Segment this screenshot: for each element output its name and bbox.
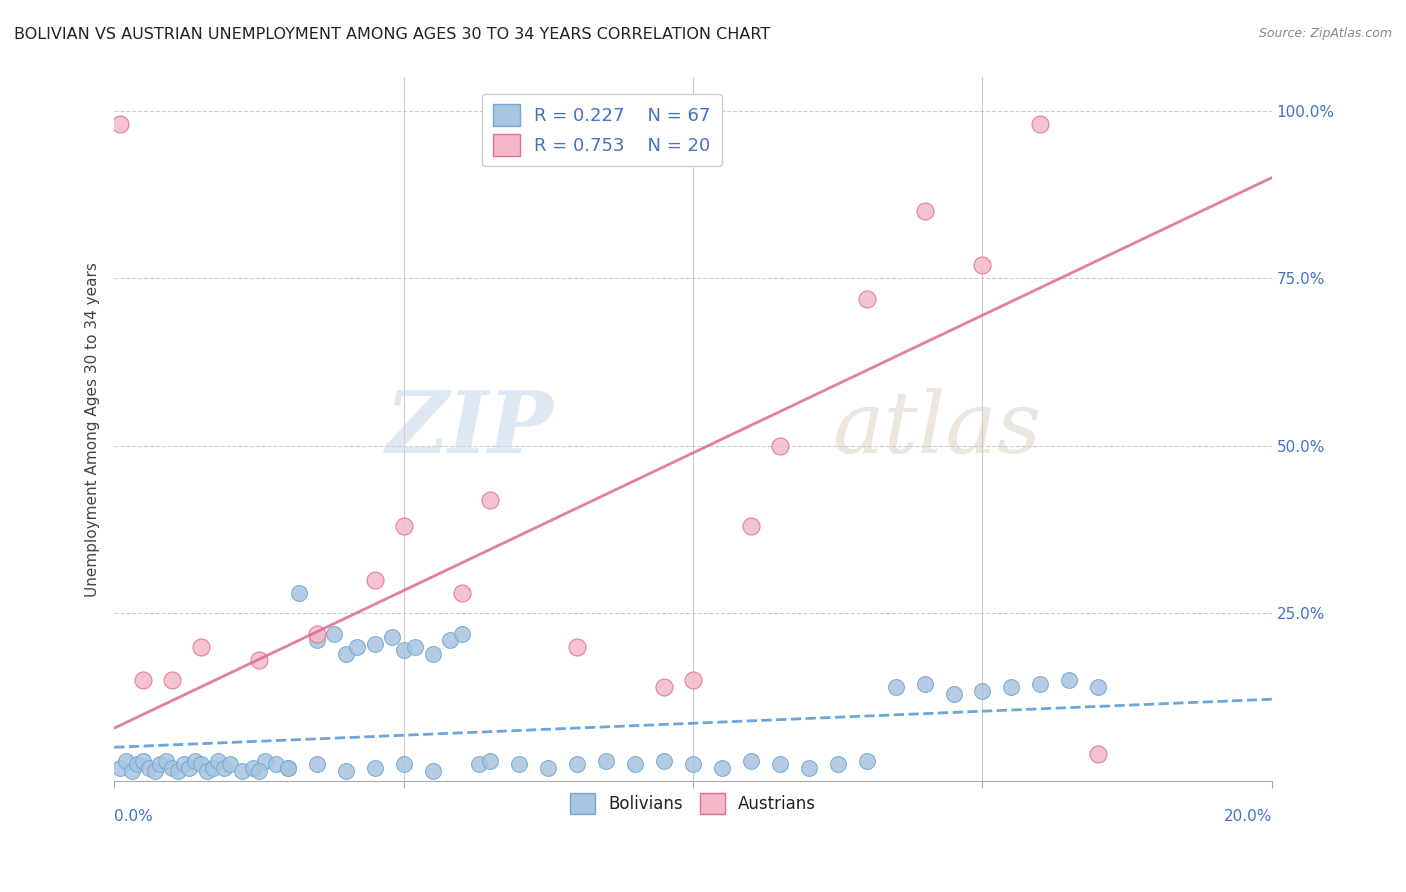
Point <box>335 764 357 778</box>
Point <box>914 204 936 219</box>
Point <box>108 117 131 131</box>
Point <box>132 673 155 688</box>
Point <box>439 633 461 648</box>
Point <box>335 647 357 661</box>
Point <box>138 761 160 775</box>
Point <box>207 754 229 768</box>
Point <box>155 754 177 768</box>
Point <box>247 653 270 667</box>
Point <box>567 640 589 654</box>
Point <box>149 757 172 772</box>
Point <box>855 754 877 768</box>
Point <box>173 757 195 772</box>
Point <box>972 258 994 272</box>
Point <box>132 754 155 768</box>
Point <box>160 673 183 688</box>
Point <box>450 626 472 640</box>
Point <box>305 633 328 648</box>
Text: 0.0%: 0.0% <box>114 809 153 824</box>
Point <box>363 761 385 775</box>
Point <box>346 640 368 654</box>
Point <box>450 586 472 600</box>
Point <box>1029 677 1052 691</box>
Point <box>143 764 166 778</box>
Point <box>740 754 762 768</box>
Point <box>1059 673 1081 688</box>
Point <box>323 626 346 640</box>
Point <box>121 764 143 778</box>
Point <box>160 761 183 775</box>
Text: atlas: atlas <box>832 388 1040 471</box>
Point <box>108 761 131 775</box>
Point <box>942 687 965 701</box>
Point <box>264 757 287 772</box>
Point <box>305 626 328 640</box>
Point <box>682 757 704 772</box>
Point <box>277 761 299 775</box>
Legend: Bolivians, Austrians: Bolivians, Austrians <box>562 785 824 822</box>
Point <box>595 754 617 768</box>
Point <box>190 640 212 654</box>
Point <box>184 754 207 768</box>
Point <box>363 573 385 587</box>
Point <box>1029 117 1052 131</box>
Point <box>1087 747 1109 762</box>
Point <box>1087 680 1109 694</box>
Point <box>404 640 426 654</box>
Point <box>219 757 242 772</box>
Point <box>242 761 264 775</box>
Point <box>127 757 149 772</box>
Point <box>884 680 907 694</box>
Point <box>537 761 560 775</box>
Point <box>247 764 270 778</box>
Point <box>711 761 734 775</box>
Point <box>827 757 849 772</box>
Y-axis label: Unemployment Among Ages 30 to 34 years: Unemployment Among Ages 30 to 34 years <box>86 261 100 597</box>
Point <box>190 757 212 772</box>
Point <box>212 761 235 775</box>
Point <box>288 586 311 600</box>
Point <box>422 764 444 778</box>
Point <box>195 764 218 778</box>
Point <box>972 683 994 698</box>
Point <box>769 439 792 453</box>
Point <box>624 757 647 772</box>
Text: 20.0%: 20.0% <box>1223 809 1272 824</box>
Point <box>114 754 136 768</box>
Point <box>468 757 491 772</box>
Point <box>797 761 820 775</box>
Point <box>305 757 328 772</box>
Point <box>422 647 444 661</box>
Point <box>392 757 415 772</box>
Point <box>567 757 589 772</box>
Point <box>769 757 792 772</box>
Point <box>914 677 936 691</box>
Point <box>1000 680 1022 694</box>
Point <box>201 761 224 775</box>
Point <box>479 754 502 768</box>
Point <box>740 519 762 533</box>
Point <box>652 680 675 694</box>
Point <box>855 292 877 306</box>
Text: Source: ZipAtlas.com: Source: ZipAtlas.com <box>1258 27 1392 40</box>
Point <box>652 754 675 768</box>
Point <box>508 757 530 772</box>
Point <box>363 637 385 651</box>
Point <box>682 673 704 688</box>
Point <box>253 754 276 768</box>
Text: BOLIVIAN VS AUSTRIAN UNEMPLOYMENT AMONG AGES 30 TO 34 YEARS CORRELATION CHART: BOLIVIAN VS AUSTRIAN UNEMPLOYMENT AMONG … <box>14 27 770 42</box>
Text: ZIP: ZIP <box>387 387 554 471</box>
Point <box>479 492 502 507</box>
Point <box>231 764 253 778</box>
Point <box>392 643 415 657</box>
Point <box>179 761 201 775</box>
Point <box>167 764 190 778</box>
Point <box>392 519 415 533</box>
Point <box>277 761 299 775</box>
Point <box>381 630 404 644</box>
